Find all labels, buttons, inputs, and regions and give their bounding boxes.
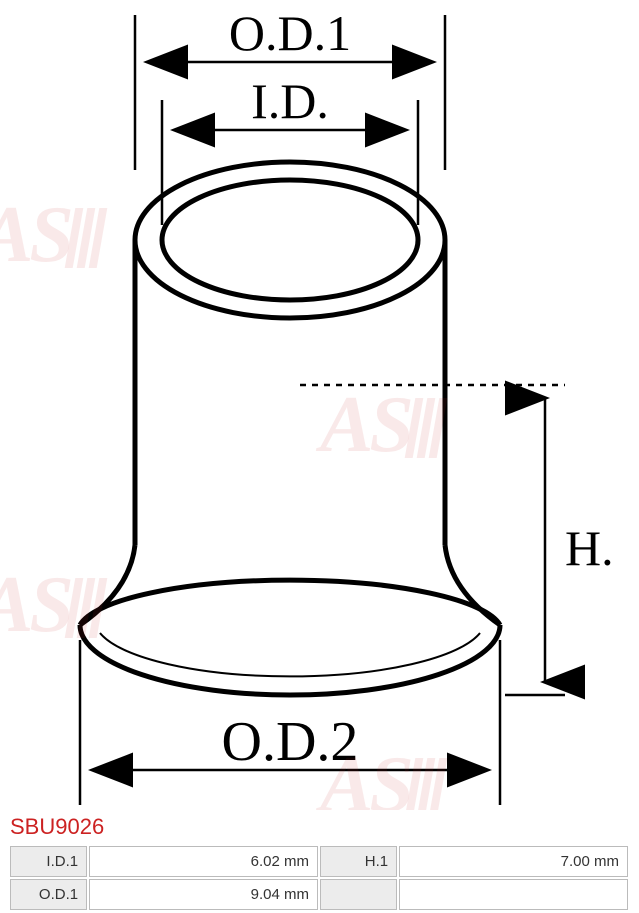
diagram-container: AS AS AS AS — [0, 0, 639, 810]
label-od2: O.D.2 — [222, 711, 359, 773]
bushing-diagram: O.D.1 I.D. O.D.2 H. — [0, 0, 639, 810]
spec-value: 9.04 mm — [89, 879, 318, 910]
spec-label: I.D.1 — [10, 846, 87, 877]
table-row: I.D.1 6.02 mm H.1 7.00 mm — [10, 846, 628, 877]
spec-label: H.1 — [320, 846, 397, 877]
label-id: I.D. — [251, 73, 329, 129]
spec-label: O.D.1 — [10, 879, 87, 910]
spec-table: I.D.1 6.02 mm H.1 7.00 mm O.D.1 9.04 mm — [8, 844, 630, 912]
spec-label — [320, 879, 397, 910]
spec-value: 6.02 mm — [89, 846, 318, 877]
label-od1: O.D.1 — [229, 5, 351, 61]
table-row: O.D.1 9.04 mm — [10, 879, 628, 910]
spec-value — [399, 879, 628, 910]
part-number: SBU9026 — [0, 810, 639, 844]
label-h: H. — [565, 520, 614, 576]
spec-value: 7.00 mm — [399, 846, 628, 877]
